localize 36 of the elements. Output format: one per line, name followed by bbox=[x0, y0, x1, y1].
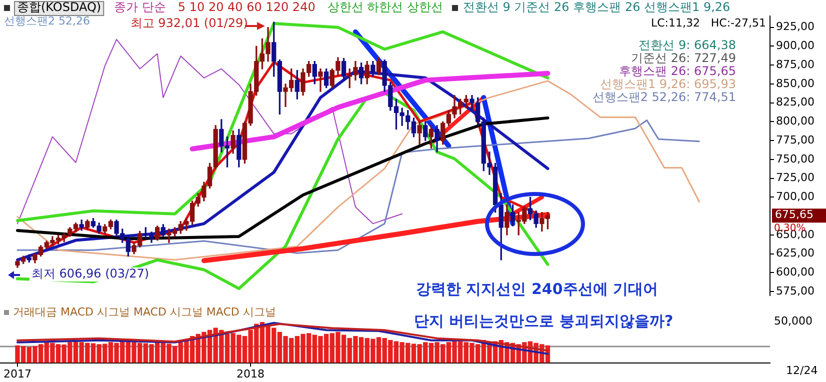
text: 거래대금 MACD 시그널 MACD 시그널 MACD 시그널 bbox=[13, 305, 276, 318]
annotation: 단지 버티는것만으로 붕괴되지않을까? bbox=[414, 312, 674, 331]
y-tick-label: 625,00 bbox=[776, 246, 814, 260]
annotation: 선행스팬1 9,26: 695,93 bbox=[600, 77, 736, 92]
y-tick-label: 850,00 bbox=[776, 76, 814, 90]
text: 전환선 9 기준선 26 후행스팬 26 선행스팬1 9,26 bbox=[462, 0, 730, 14]
y-tick-label: 900,00 bbox=[776, 39, 814, 52]
annotation: LC:11,32 bbox=[650, 16, 700, 30]
annotation: 최고 932,01 (01/29) bbox=[130, 16, 248, 30]
text: 675,65 bbox=[775, 208, 814, 221]
chart-title: 종합(KOSDAQ) bbox=[17, 0, 102, 14]
y-tick-label: 575,00 bbox=[776, 284, 814, 298]
y-tick-label: 825,00 bbox=[776, 96, 814, 109]
annotation: 기준선 26: 727,49 bbox=[631, 51, 736, 66]
y-tick-label: 925,00 bbox=[776, 20, 814, 34]
annotation: HC:-27,51 bbox=[710, 16, 766, 30]
annotation: 최저 606,96 (03/27) bbox=[31, 266, 150, 281]
text: 5 10 20 40 60 120 240 bbox=[178, 0, 316, 14]
y-tick-label: 700,00 bbox=[776, 190, 814, 204]
x-tick-label: 2017 bbox=[3, 367, 32, 380]
annotation: 선행스팬2 52,26 bbox=[4, 14, 90, 28]
text: 상한선 하한선 상한선 bbox=[327, 0, 443, 14]
y-tick-label: 725,00 bbox=[776, 171, 814, 184]
y-tick-label: 600,00 bbox=[776, 266, 814, 279]
y-tick-label: 775,00 bbox=[776, 133, 814, 146]
x-tick-label: 2018 bbox=[236, 367, 265, 380]
y-tick-label: 750,00 bbox=[776, 152, 814, 166]
annotation: 강력한 지지선인 240주선에 기대어 bbox=[416, 280, 658, 299]
text: 종가 단순 bbox=[114, 0, 166, 14]
annotation: 전환선 9: 664,38 bbox=[638, 38, 736, 52]
y-tick-label: 875,00 bbox=[776, 58, 814, 71]
annotation: 선행스팬2 52,26: 774,51 bbox=[592, 90, 736, 104]
y-tick-label: 800,00 bbox=[776, 114, 814, 128]
annotation: 후행스팬 26: 675,65 bbox=[619, 64, 736, 78]
text: 12/24 bbox=[786, 364, 818, 378]
text: 50,000 bbox=[774, 314, 812, 328]
